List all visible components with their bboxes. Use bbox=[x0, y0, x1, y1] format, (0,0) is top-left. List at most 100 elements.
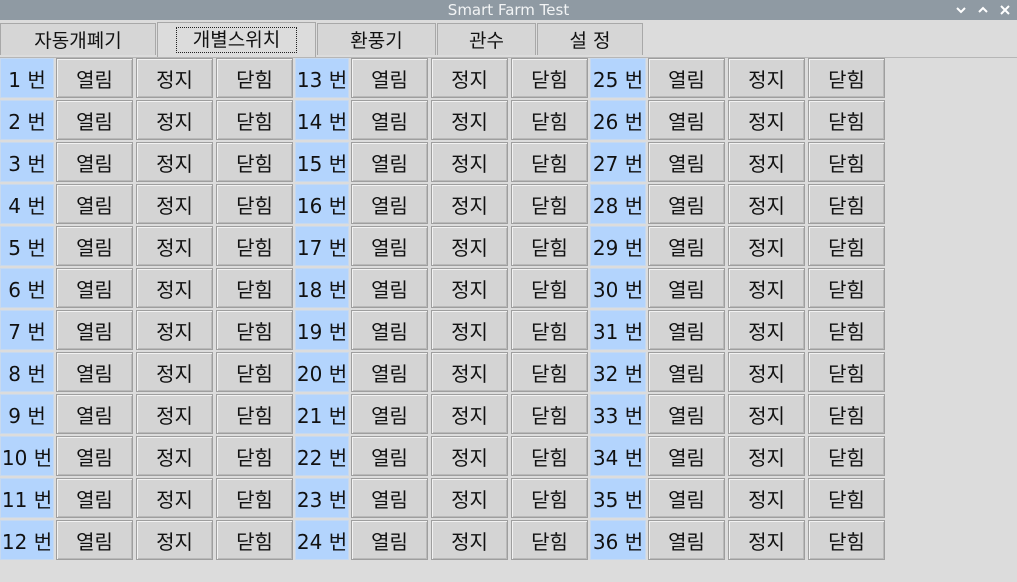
open-button[interactable]: 열림 bbox=[56, 142, 133, 182]
stop-button[interactable]: 정지 bbox=[728, 520, 805, 560]
stop-button[interactable]: 정지 bbox=[136, 478, 213, 518]
open-button[interactable]: 열림 bbox=[351, 268, 428, 308]
stop-button[interactable]: 정지 bbox=[431, 310, 508, 350]
close-button[interactable]: 닫힘 bbox=[808, 520, 885, 560]
stop-button[interactable]: 정지 bbox=[431, 226, 508, 266]
tab-ventilation-fan[interactable]: 환풍기 bbox=[317, 23, 436, 55]
minimize-icon[interactable] bbox=[953, 0, 969, 20]
open-button[interactable]: 열림 bbox=[56, 58, 133, 98]
open-button[interactable]: 열림 bbox=[56, 310, 133, 350]
close-button[interactable]: 닫힘 bbox=[808, 142, 885, 182]
open-button[interactable]: 열림 bbox=[648, 520, 725, 560]
open-button[interactable]: 열림 bbox=[56, 268, 133, 308]
stop-button[interactable]: 정지 bbox=[136, 58, 213, 98]
open-button[interactable]: 열림 bbox=[351, 310, 428, 350]
stop-button[interactable]: 정지 bbox=[728, 226, 805, 266]
close-button[interactable]: 닫힘 bbox=[216, 142, 293, 182]
open-button[interactable]: 열림 bbox=[56, 352, 133, 392]
close-button[interactable]: 닫힘 bbox=[216, 520, 293, 560]
close-button[interactable]: 닫힘 bbox=[216, 352, 293, 392]
stop-button[interactable]: 정지 bbox=[728, 184, 805, 224]
stop-button[interactable]: 정지 bbox=[431, 268, 508, 308]
stop-button[interactable]: 정지 bbox=[728, 268, 805, 308]
tab-settings[interactable]: 설 정 bbox=[537, 23, 643, 55]
stop-button[interactable]: 정지 bbox=[728, 478, 805, 518]
open-button[interactable]: 열림 bbox=[648, 100, 725, 140]
stop-button[interactable]: 정지 bbox=[431, 100, 508, 140]
close-button[interactable]: 닫힘 bbox=[808, 184, 885, 224]
close-button[interactable]: 닫힘 bbox=[216, 310, 293, 350]
close-button[interactable]: 닫힘 bbox=[808, 478, 885, 518]
open-button[interactable]: 열림 bbox=[351, 352, 428, 392]
open-button[interactable]: 열림 bbox=[648, 310, 725, 350]
stop-button[interactable]: 정지 bbox=[136, 100, 213, 140]
stop-button[interactable]: 정지 bbox=[136, 310, 213, 350]
stop-button[interactable]: 정지 bbox=[728, 100, 805, 140]
close-button[interactable]: 닫힘 bbox=[511, 310, 588, 350]
stop-button[interactable]: 정지 bbox=[431, 520, 508, 560]
stop-button[interactable]: 정지 bbox=[136, 184, 213, 224]
open-button[interactable]: 열림 bbox=[56, 226, 133, 266]
close-button[interactable]: 닫힘 bbox=[511, 184, 588, 224]
close-button[interactable]: 닫힘 bbox=[511, 268, 588, 308]
open-button[interactable]: 열림 bbox=[648, 352, 725, 392]
close-button[interactable]: 닫힘 bbox=[511, 436, 588, 476]
stop-button[interactable]: 정지 bbox=[136, 520, 213, 560]
close-button[interactable]: 닫힘 bbox=[808, 58, 885, 98]
close-button[interactable]: 닫힘 bbox=[511, 58, 588, 98]
open-button[interactable]: 열림 bbox=[56, 436, 133, 476]
stop-button[interactable]: 정지 bbox=[136, 352, 213, 392]
stop-button[interactable]: 정지 bbox=[431, 478, 508, 518]
open-button[interactable]: 열림 bbox=[648, 142, 725, 182]
stop-button[interactable]: 정지 bbox=[136, 394, 213, 434]
close-button[interactable]: 닫힘 bbox=[808, 226, 885, 266]
close-button[interactable]: 닫힘 bbox=[511, 226, 588, 266]
close-button[interactable]: 닫힘 bbox=[216, 184, 293, 224]
open-button[interactable]: 열림 bbox=[351, 394, 428, 434]
stop-button[interactable]: 정지 bbox=[431, 142, 508, 182]
open-button[interactable]: 열림 bbox=[56, 394, 133, 434]
close-button[interactable]: 닫힘 bbox=[216, 58, 293, 98]
stop-button[interactable]: 정지 bbox=[136, 436, 213, 476]
close-button[interactable]: 닫힘 bbox=[216, 394, 293, 434]
close-button[interactable]: 닫힘 bbox=[808, 100, 885, 140]
close-button[interactable]: 닫힘 bbox=[216, 268, 293, 308]
open-button[interactable]: 열림 bbox=[648, 268, 725, 308]
stop-button[interactable]: 정지 bbox=[136, 142, 213, 182]
close-button[interactable]: 닫힘 bbox=[808, 268, 885, 308]
open-button[interactable]: 열림 bbox=[351, 226, 428, 266]
stop-button[interactable]: 정지 bbox=[728, 436, 805, 476]
close-button[interactable]: 닫힘 bbox=[808, 352, 885, 392]
close-button[interactable]: 닫힘 bbox=[511, 352, 588, 392]
open-button[interactable]: 열림 bbox=[351, 100, 428, 140]
open-button[interactable]: 열림 bbox=[56, 478, 133, 518]
open-button[interactable]: 열림 bbox=[351, 436, 428, 476]
close-button[interactable]: 닫힘 bbox=[808, 436, 885, 476]
stop-button[interactable]: 정지 bbox=[728, 310, 805, 350]
stop-button[interactable]: 정지 bbox=[728, 394, 805, 434]
stop-button[interactable]: 정지 bbox=[136, 268, 213, 308]
tab-irrigation[interactable]: 관수 bbox=[437, 23, 536, 55]
open-button[interactable]: 열림 bbox=[351, 520, 428, 560]
close-button[interactable]: 닫힘 bbox=[216, 478, 293, 518]
close-button[interactable]: 닫힘 bbox=[511, 478, 588, 518]
close-icon[interactable] bbox=[997, 0, 1013, 20]
close-button[interactable]: 닫힘 bbox=[511, 520, 588, 560]
open-button[interactable]: 열림 bbox=[648, 478, 725, 518]
stop-button[interactable]: 정지 bbox=[431, 352, 508, 392]
open-button[interactable]: 열림 bbox=[351, 58, 428, 98]
close-button[interactable]: 닫힘 bbox=[216, 100, 293, 140]
open-button[interactable]: 열림 bbox=[648, 436, 725, 476]
stop-button[interactable]: 정지 bbox=[431, 58, 508, 98]
open-button[interactable]: 열림 bbox=[648, 226, 725, 266]
stop-button[interactable]: 정지 bbox=[431, 184, 508, 224]
close-button[interactable]: 닫힘 bbox=[511, 142, 588, 182]
close-button[interactable]: 닫힘 bbox=[808, 310, 885, 350]
stop-button[interactable]: 정지 bbox=[728, 58, 805, 98]
open-button[interactable]: 열림 bbox=[648, 394, 725, 434]
open-button[interactable]: 열림 bbox=[56, 184, 133, 224]
open-button[interactable]: 열림 bbox=[351, 142, 428, 182]
close-button[interactable]: 닫힘 bbox=[216, 226, 293, 266]
close-button[interactable]: 닫힘 bbox=[511, 394, 588, 434]
stop-button[interactable]: 정지 bbox=[431, 394, 508, 434]
